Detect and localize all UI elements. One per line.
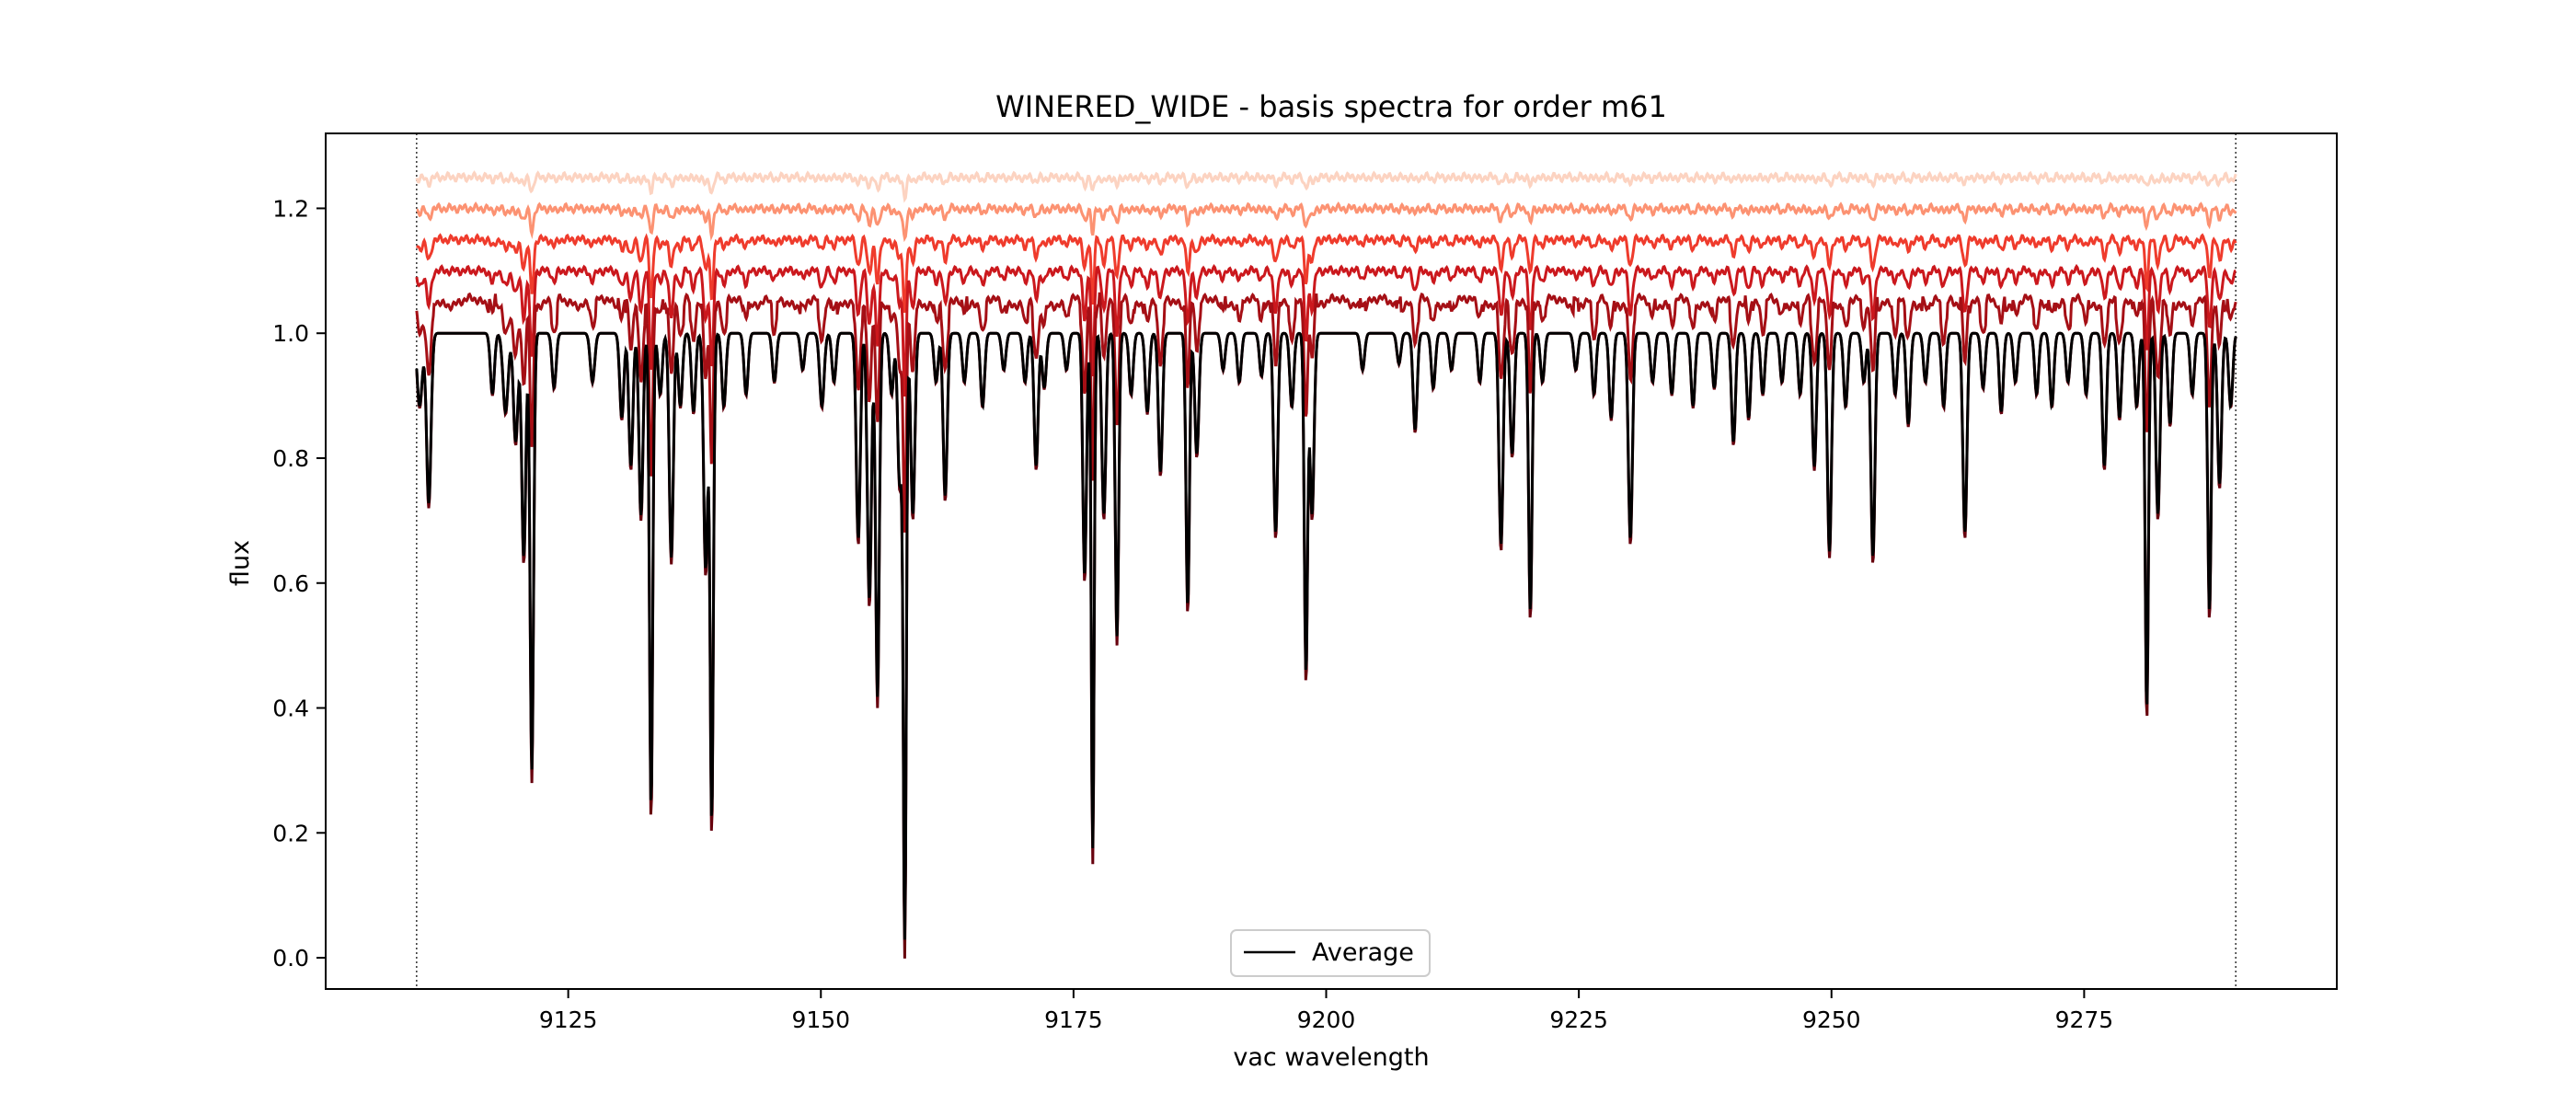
x-tick-label: 9150 xyxy=(791,1006,850,1033)
average-spectrum-line xyxy=(415,331,2237,940)
y-tick-label: 1.0 xyxy=(272,320,309,347)
plot-frame xyxy=(325,132,2338,990)
chart-title: WINERED_WIDE - basis spectra for order m… xyxy=(995,89,1667,124)
y-tick-label: 0.0 xyxy=(272,945,309,972)
legend: Average xyxy=(1230,929,1431,977)
basis-spectrum-line xyxy=(416,201,2237,243)
legend-box xyxy=(1230,929,1431,977)
basis-spectrum-line xyxy=(415,292,2237,533)
x-tick-label: 9200 xyxy=(1297,1006,1356,1033)
x-tick-label: 9250 xyxy=(1802,1006,1861,1033)
y-axis-label: flux xyxy=(226,540,255,586)
legend-label-average: Average xyxy=(1312,938,1414,967)
y-tick-label: 0.4 xyxy=(272,696,309,722)
x-tick-label: 9275 xyxy=(2055,1006,2114,1033)
y-tick-label: 0.6 xyxy=(272,570,309,597)
y-tick-label: 1.2 xyxy=(272,195,309,222)
y-tick-label: 0.2 xyxy=(272,820,309,846)
y-axis: 0.0 0.2 0.4 0.6 0.8 1.0 1.2 xyxy=(272,195,326,972)
x-axis-label: vac wavelength xyxy=(1233,1043,1429,1072)
x-axis: 9125 9150 9175 9200 9225 9250 9275 xyxy=(539,989,2113,1033)
basis-spectrum-line xyxy=(415,170,2237,203)
basis-spectrum-line xyxy=(415,233,2237,313)
x-tick-label: 9125 xyxy=(539,1006,598,1033)
y-tick-label: 0.8 xyxy=(272,445,309,472)
x-tick-label: 9175 xyxy=(1044,1006,1103,1033)
x-tick-label: 9225 xyxy=(1549,1006,1608,1033)
basis-spectrum-line xyxy=(415,263,2237,397)
